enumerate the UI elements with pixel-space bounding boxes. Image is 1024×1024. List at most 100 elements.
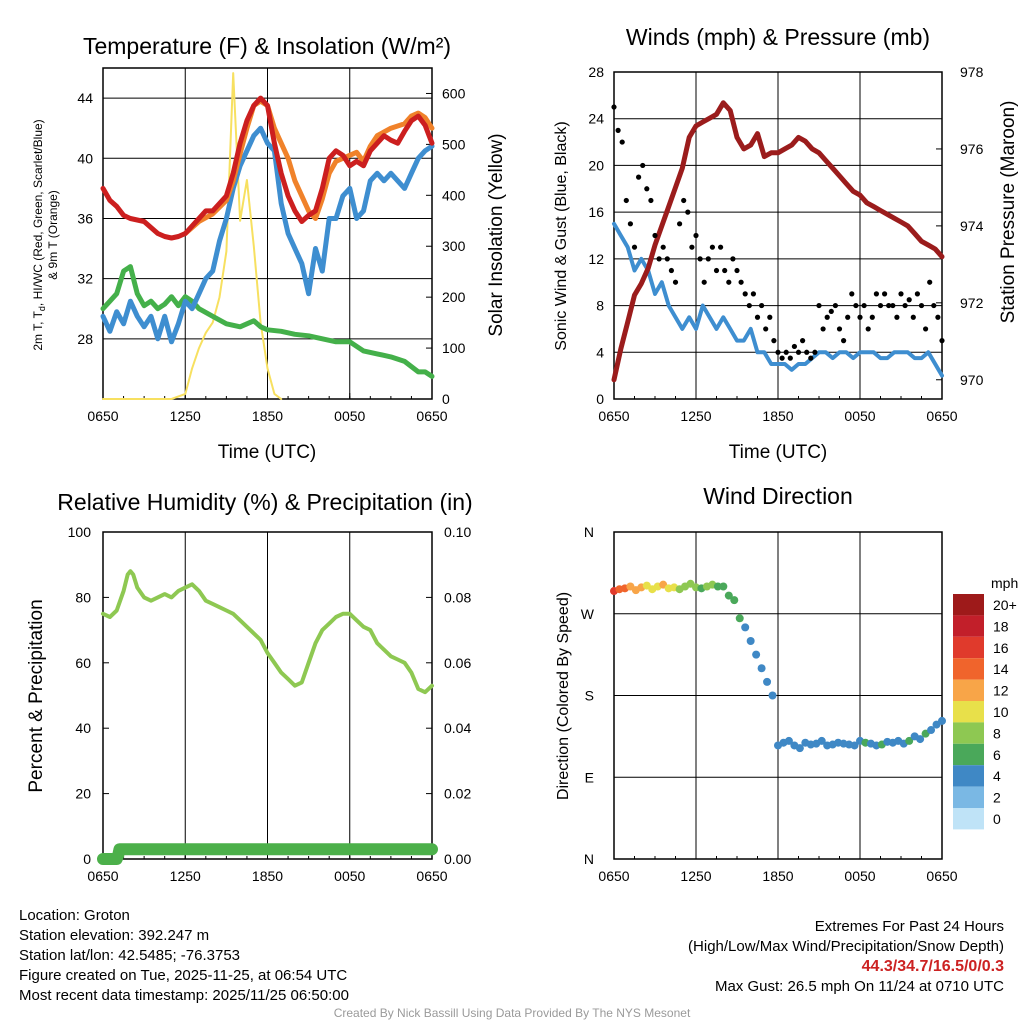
gust-point [701, 279, 707, 285]
y2-axis-label: Station Pressure (Maroon) [998, 101, 1019, 324]
x-tick-label: 1850 [252, 868, 283, 884]
gust-point [931, 302, 937, 309]
legend-swatch [953, 786, 984, 808]
gust-point [722, 267, 728, 274]
legend-swatch [953, 594, 984, 616]
y2-tick-label: 500 [442, 136, 466, 152]
direction-point [850, 741, 859, 750]
x-tick-label: 0050 [844, 868, 875, 884]
y-tick-label: 80 [75, 589, 91, 605]
x-axis-label: Time (UTC) [729, 442, 828, 463]
gust-point [652, 232, 658, 239]
gust-point [923, 326, 929, 332]
chart-title: Winds (mph) & Pressure (mb) [626, 24, 930, 50]
legend-label: 10 [993, 704, 1009, 720]
y2-tick-label: 0.10 [444, 524, 471, 540]
y-tick-label: S [585, 688, 594, 704]
gust-point [906, 297, 912, 303]
y2-tick-label: 974 [960, 218, 984, 234]
y-tick-label: 0 [83, 851, 91, 867]
direction-point [724, 591, 733, 600]
series-line-solar-insolation [102, 72, 283, 400]
gust-point [886, 302, 892, 309]
gust-point [705, 256, 711, 262]
legend-swatch [953, 765, 984, 787]
series-line-2m-td [100, 264, 435, 379]
gust-point [877, 302, 884, 309]
gust-point [836, 326, 843, 332]
x-tick-label: 0050 [334, 868, 365, 884]
gust-point [697, 256, 703, 262]
legend-label: 16 [993, 640, 1009, 656]
direction-point [730, 596, 739, 605]
y-axis-label-line1-rest: , HI/WC (Red, Green, Scarlet/Blue) [31, 119, 45, 306]
x-tick-label: 0650 [87, 408, 118, 424]
gust-point [873, 291, 880, 297]
gust-point [816, 302, 822, 309]
y-axis-label: 2m T, Td, HI/WC (Red, Green, Scarlet/Blu… [31, 119, 60, 350]
gust-point [939, 338, 945, 344]
gust-point [709, 244, 716, 250]
y-axis-label: Percent & Precipitation [26, 599, 47, 792]
location-text: Location: Groton [19, 907, 130, 924]
gust-point [882, 291, 888, 297]
x-tick-label: 1250 [170, 408, 201, 424]
y-tick-label: W [581, 606, 595, 622]
y-tick-label: 20 [588, 157, 604, 173]
y2-tick-label: 600 [442, 85, 466, 101]
gust-point [771, 338, 777, 344]
chart-title: Wind Direction [703, 483, 853, 509]
gust-point [685, 209, 691, 215]
gust-point [783, 349, 789, 355]
legend-label: 8 [993, 725, 1001, 741]
x-tick-label: 0650 [416, 408, 447, 424]
y2-tick-label: 978 [960, 64, 984, 80]
gust-point [672, 279, 679, 285]
legend-swatch [953, 743, 984, 766]
recent-timestamp-text: Most recent data timestamp: 2025/11/25 0… [19, 987, 349, 1004]
gust-point [750, 291, 757, 297]
gust-point [648, 197, 654, 204]
gust-point [656, 256, 662, 262]
series-line-sonic-wind [612, 221, 944, 378]
series-line-relative-humidity [101, 569, 434, 695]
x-tick-label: 0650 [416, 868, 447, 884]
x-tick-label: 0650 [598, 868, 629, 884]
y2-tick-label: 970 [960, 372, 984, 388]
legend-swatch [953, 722, 984, 744]
x-tick-label: 1850 [252, 408, 283, 424]
gust-point [693, 232, 699, 239]
y-tick-label: 24 [588, 111, 604, 127]
temperature-chart: Temperature (F) & Insolation (W/m²) 28 32 3… [31, 33, 507, 463]
gust-point [664, 256, 670, 262]
x-tick-label: 0650 [598, 408, 629, 424]
series-line-2m-t [100, 95, 435, 241]
legend-label: 14 [993, 661, 1009, 677]
x-axis-label: Time (UTC) [218, 442, 317, 463]
gust-point [746, 302, 752, 309]
y-axis-label: Direction (Colored By Speed) [555, 592, 572, 800]
y-axis-label-line2: & 9m T (Orange) [46, 190, 60, 280]
y2-tick-label: 0 [442, 391, 450, 407]
y-tick-label: 4 [596, 344, 604, 360]
direction-point [719, 582, 728, 591]
winds-chart: Winds (mph) & Pressure (mb) 0 4 8 12 16 20 24 28… [553, 24, 1019, 463]
extremes-values: 44.3/34.7/16.5/0/0.3 [861, 958, 1004, 975]
gust-point [689, 244, 695, 250]
x-tick-label: 1250 [680, 868, 711, 884]
y-tick-label: E [585, 769, 594, 785]
plot-frame [613, 531, 943, 860]
legend-swatch [953, 615, 984, 637]
x-tick-label: 0050 [334, 408, 365, 424]
gust-point [865, 326, 871, 332]
y-tick-label: N [584, 851, 594, 867]
series-line-wind-chill [100, 125, 435, 345]
max-gust-text: Max Gust: 26.5 mph On 11/24 at 0710 UTC [714, 978, 1004, 995]
x-tick-label: 1250 [170, 868, 201, 884]
y-tick-label: 8 [596, 298, 604, 314]
gust-point [713, 267, 720, 274]
direction-point [746, 637, 755, 645]
y-tick-label: 40 [77, 150, 93, 166]
plot-frame [613, 71, 943, 400]
